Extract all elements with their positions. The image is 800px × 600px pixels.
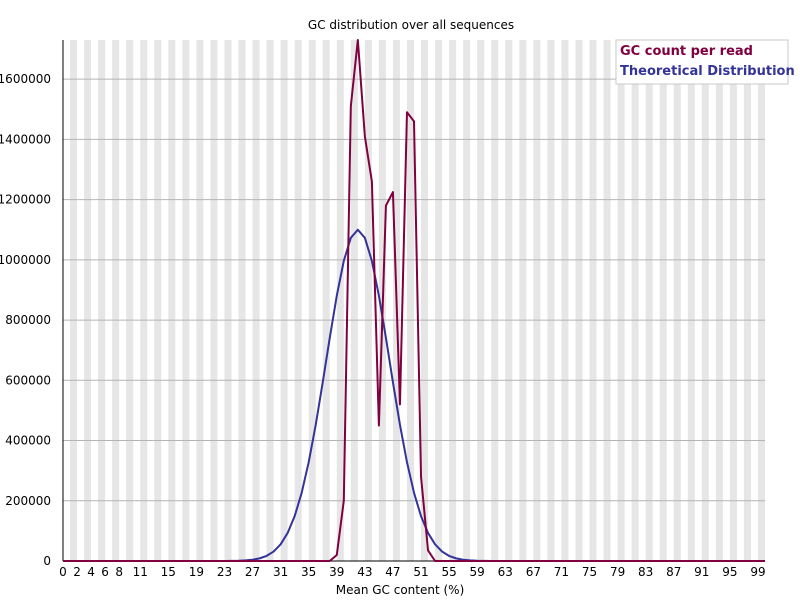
background-band — [322, 40, 330, 561]
y-tick-label: 400000 — [5, 434, 51, 448]
x-tick-label: 47 — [385, 565, 400, 579]
legend-box — [615, 39, 789, 85]
background-band — [631, 40, 639, 561]
x-tick-label: 31 — [273, 565, 288, 579]
background-band — [715, 40, 723, 561]
y-tick-label: 1200000 — [0, 193, 51, 207]
x-tick-label: 19 — [189, 565, 204, 579]
background-band — [308, 40, 316, 561]
x-axis-tick-labels: 0 2 4 6 8 11 15 19 23 27 31 35 39 43 47 51 55 59 63 67 71 75 7… — [59, 565, 765, 579]
background-band — [238, 40, 246, 561]
x-tick-label: 75 — [582, 565, 597, 579]
x-tick-label: 79 — [610, 565, 625, 579]
y-tick-label: 800000 — [5, 313, 51, 327]
x-tick-label: 43 — [357, 565, 372, 579]
background-band — [617, 40, 625, 561]
y-tick-label: 1000000 — [0, 253, 51, 267]
background-band — [154, 40, 162, 561]
x-tick-label: 2 — [73, 565, 81, 579]
chart-title: GC distribution over all sequences — [308, 18, 514, 32]
background-band — [673, 40, 681, 561]
background-band — [294, 40, 302, 561]
background-band — [491, 40, 499, 561]
background-band — [575, 40, 583, 561]
background-band — [533, 40, 541, 561]
background-band — [98, 40, 106, 561]
x-tick-label: 6 — [101, 565, 109, 579]
background-band — [687, 40, 695, 561]
x-tick-label: 23 — [217, 565, 232, 579]
background-band — [168, 40, 176, 561]
background-band — [477, 40, 485, 561]
y-tick-label: 0 — [43, 554, 51, 568]
background-band — [266, 40, 274, 561]
x-tick-label: 27 — [245, 565, 260, 579]
x-tick-label: 8 — [115, 565, 123, 579]
background-band — [210, 40, 218, 561]
background-band — [112, 40, 120, 561]
x-tick-label: 95 — [722, 565, 737, 579]
x-tick-label: 87 — [666, 565, 681, 579]
x-tick-label: 51 — [413, 565, 428, 579]
x-tick-label: 59 — [470, 565, 485, 579]
series-line-gc-count-per-read — [63, 39, 765, 562]
legend-item-gc-count: GC count per read — [620, 44, 753, 59]
background-band — [126, 40, 134, 561]
legend: GC count per read Theoretical Distributi… — [615, 39, 795, 85]
background-band — [463, 40, 471, 561]
background-band — [645, 40, 653, 561]
y-tick-label: 1600000 — [0, 72, 51, 86]
background-band — [603, 40, 611, 561]
background-band — [84, 40, 92, 561]
background-band — [70, 40, 78, 561]
background-band — [364, 40, 372, 561]
alternating-background-bands — [70, 40, 765, 561]
background-band — [196, 40, 204, 561]
x-tick-label: 15 — [161, 565, 176, 579]
x-tick-label: 11 — [133, 565, 148, 579]
background-band — [182, 40, 190, 561]
background-band — [140, 40, 148, 561]
x-tick-label: 35 — [301, 565, 316, 579]
x-tick-label: 39 — [329, 565, 344, 579]
background-band — [280, 40, 288, 561]
x-tick-label: 67 — [526, 565, 541, 579]
x-tick-label: 91 — [694, 565, 709, 579]
background-band — [350, 40, 358, 561]
x-tick-label: 71 — [554, 565, 569, 579]
background-band — [435, 40, 443, 561]
background-band — [336, 40, 344, 561]
legend-item-theoretical: Theoretical Distribution — [620, 64, 795, 79]
background-band — [701, 40, 709, 561]
background-band — [252, 40, 260, 561]
x-axis-label: Mean GC content (%) — [336, 583, 465, 597]
series-lines — [63, 39, 765, 562]
background-band — [561, 40, 569, 561]
background-band — [757, 40, 765, 561]
background-band — [659, 40, 667, 561]
x-tick-label: 83 — [638, 565, 653, 579]
background-band — [224, 40, 232, 561]
x-tick-label: 99 — [750, 565, 765, 579]
background-band — [449, 40, 457, 561]
y-tick-label: 600000 — [5, 373, 51, 387]
background-band — [547, 40, 555, 561]
y-axis-tick-labels: 0 200000 400000 600000 800000 1000000 1200000 1… — [0, 72, 51, 568]
background-band — [421, 40, 429, 561]
background-band — [505, 40, 513, 561]
background-band — [406, 40, 414, 561]
x-tick-label: 0 — [59, 565, 67, 579]
background-band — [729, 40, 737, 561]
x-tick-label: 63 — [498, 565, 513, 579]
x-tick-label: 4 — [87, 565, 95, 579]
y-tick-label: 200000 — [5, 494, 51, 508]
background-band — [519, 40, 527, 561]
background-band — [589, 40, 597, 561]
x-tick-label: 55 — [441, 565, 456, 579]
background-band — [743, 40, 751, 561]
y-tick-label: 1400000 — [0, 132, 51, 146]
